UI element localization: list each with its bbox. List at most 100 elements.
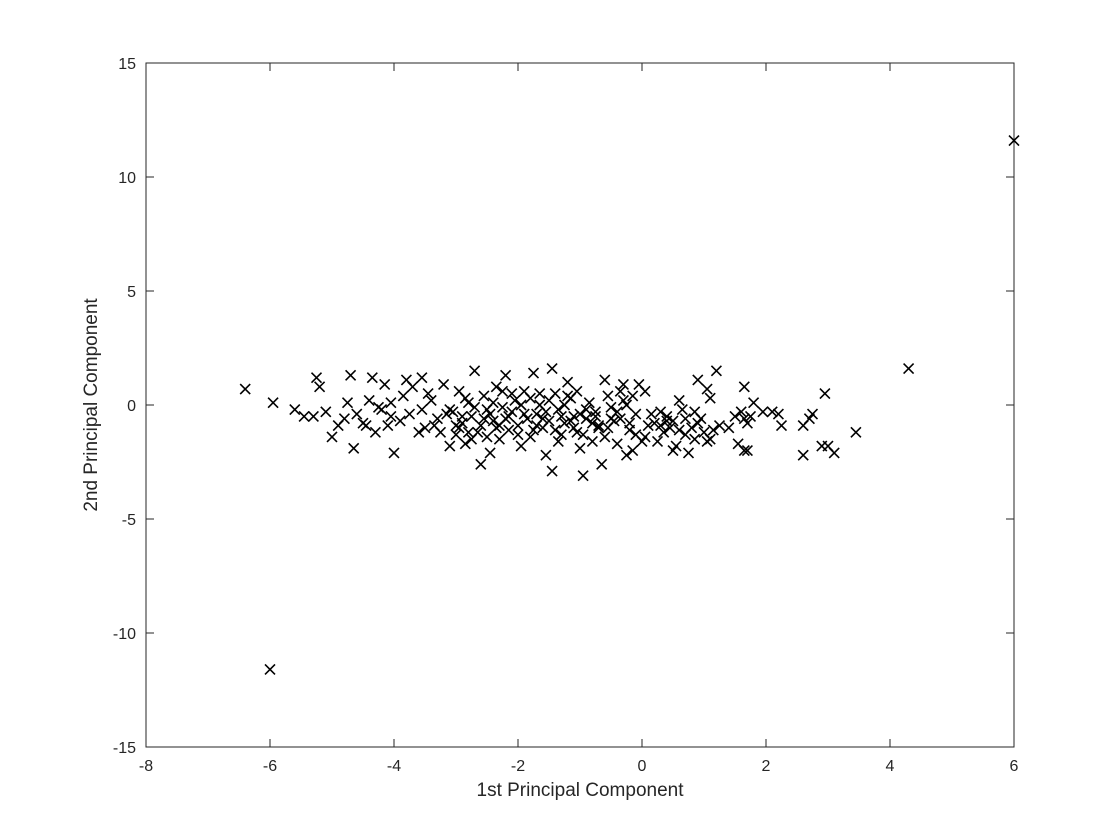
data-point-marker xyxy=(707,424,719,436)
plot-area: -8 -6 -4 -2 0 2 4 6 -15 -10 -5 0 5 10 15 xyxy=(113,56,1020,775)
data-point-marker xyxy=(524,431,536,443)
y-tick-label: -10 xyxy=(113,626,136,643)
y-tick-label: -5 xyxy=(122,512,136,529)
data-point-marker xyxy=(496,401,509,413)
data-point-marker xyxy=(593,422,605,434)
data-point-marker xyxy=(577,429,589,441)
data-point-marker xyxy=(558,399,571,411)
data-point-marker xyxy=(419,422,431,434)
data-point-marker xyxy=(797,449,809,461)
data-point-marker xyxy=(546,362,558,375)
data-point-marker xyxy=(264,663,276,676)
data-point-marker xyxy=(701,383,713,395)
data-point-marker xyxy=(772,408,784,420)
data-point-marker xyxy=(484,408,496,420)
data-point-marker xyxy=(540,406,552,418)
x-axis-label: 1st Principal Component xyxy=(477,780,685,801)
data-point-marker xyxy=(509,394,521,407)
data-point-marker xyxy=(676,403,688,416)
data-point-marker xyxy=(506,388,518,400)
data-point-marker xyxy=(298,410,310,422)
data-point-marker xyxy=(673,424,685,436)
data-point-marker xyxy=(403,408,416,420)
data-point-marker xyxy=(422,388,434,400)
data-point-marker xyxy=(586,417,598,429)
data-point-marker xyxy=(456,410,468,422)
data-point-marker xyxy=(360,419,372,432)
data-point-marker xyxy=(555,429,567,441)
data-point-marker xyxy=(673,394,685,407)
data-point-marker xyxy=(748,397,760,409)
data-point-marker xyxy=(639,385,651,397)
data-point-marker xyxy=(326,431,338,443)
data-point-marker xyxy=(382,419,394,432)
data-point-marker xyxy=(589,406,602,418)
data-point-marker xyxy=(586,435,598,448)
data-point-marker xyxy=(552,435,564,448)
data-point-marker xyxy=(620,399,633,411)
data-point-marker xyxy=(416,403,428,416)
data-point-marker xyxy=(558,417,571,429)
data-point-marker xyxy=(627,390,639,402)
data-point-marker xyxy=(307,410,319,422)
data-point-marker xyxy=(310,372,323,384)
data-point-marker xyxy=(512,429,524,441)
data-point-marker xyxy=(806,408,819,420)
data-point-marker xyxy=(627,445,639,457)
data-point-marker xyxy=(599,374,611,386)
data-point-marker xyxy=(661,415,673,427)
data-point-marker xyxy=(478,413,490,425)
data-point-marker xyxy=(738,413,750,425)
data-point-marker xyxy=(667,445,679,457)
data-point-marker xyxy=(332,419,344,432)
data-point-marker xyxy=(397,390,409,402)
data-point-marker xyxy=(552,403,564,416)
x-tick-label: 6 xyxy=(1010,758,1019,775)
data-point-marker xyxy=(394,415,406,427)
data-point-marker xyxy=(689,433,701,445)
data-point-marker xyxy=(372,401,385,413)
data-point-marker xyxy=(469,365,481,377)
data-point-marker xyxy=(341,397,354,409)
data-point-marker xyxy=(487,397,499,409)
data-point-marker xyxy=(441,408,453,420)
data-point-marker xyxy=(713,419,726,432)
x-tick-label: -4 xyxy=(387,758,401,775)
data-point-marker xyxy=(599,431,611,443)
data-point-marker xyxy=(692,374,704,386)
data-point-marker xyxy=(503,410,515,422)
data-point-marker xyxy=(589,410,602,422)
data-point-marker xyxy=(580,413,592,425)
data-point-marker xyxy=(729,410,741,422)
data-point-marker xyxy=(593,419,605,432)
data-point-marker xyxy=(620,449,633,461)
data-point-marker xyxy=(512,419,524,432)
data-point-marker xyxy=(493,433,505,445)
data-point-marker xyxy=(385,410,397,422)
data-point-marker xyxy=(425,394,437,407)
data-markers xyxy=(239,134,1020,676)
y-tick-label: 5 xyxy=(127,284,136,301)
data-point-marker xyxy=(692,417,704,429)
data-point-marker xyxy=(655,419,667,432)
data-point-marker xyxy=(524,392,536,404)
data-point-marker xyxy=(642,419,654,432)
data-point-marker xyxy=(605,401,617,413)
data-point-marker xyxy=(475,458,487,470)
data-point-marker xyxy=(679,413,691,425)
data-point-marker xyxy=(679,429,691,441)
data-point-marker xyxy=(459,438,471,450)
data-point-marker xyxy=(369,426,381,438)
data-point-marker xyxy=(469,401,481,413)
data-point-marker xyxy=(757,406,769,418)
data-point-marker xyxy=(320,406,332,418)
data-point-marker xyxy=(527,424,540,436)
data-point-marker xyxy=(614,413,626,425)
data-point-marker xyxy=(537,413,549,425)
data-point-marker xyxy=(741,445,753,457)
data-point-marker xyxy=(239,383,251,395)
data-point-marker xyxy=(462,426,474,438)
data-point-marker xyxy=(611,438,623,450)
data-point-marker xyxy=(630,429,642,441)
data-point-marker xyxy=(459,392,471,404)
